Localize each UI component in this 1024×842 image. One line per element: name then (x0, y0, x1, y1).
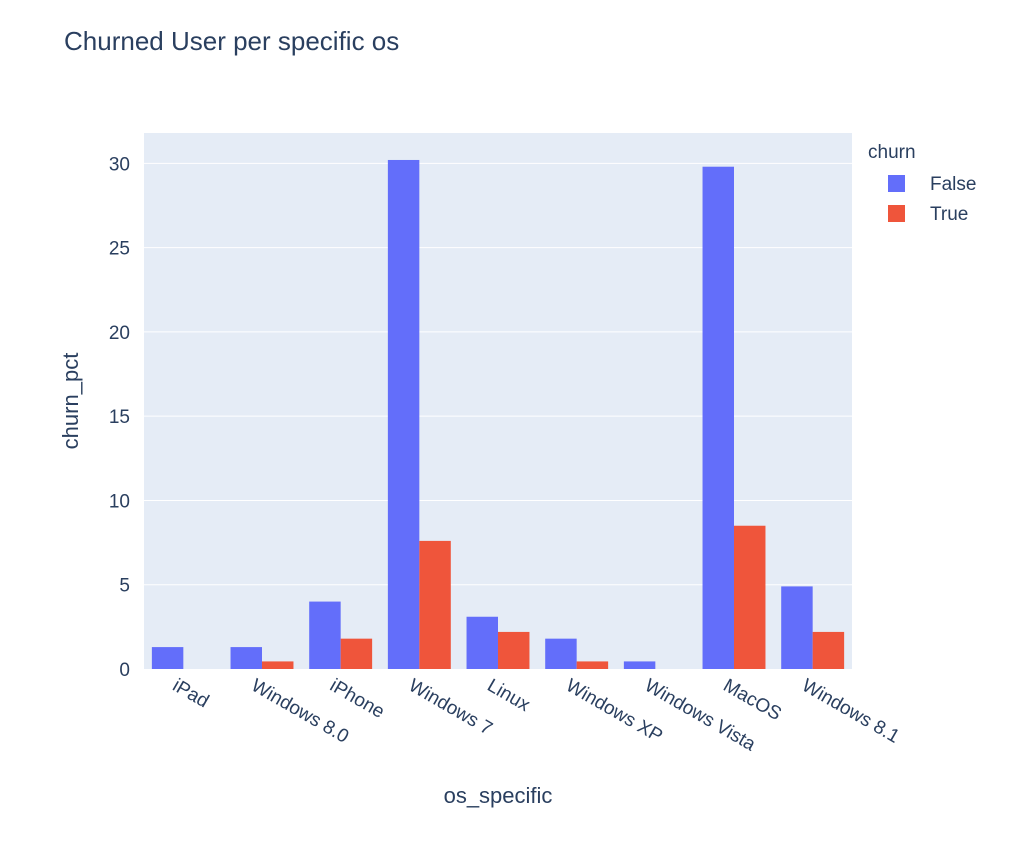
bar-true-3 (419, 540, 451, 669)
x-tick-label: iPad (169, 675, 212, 712)
x-tick-label: Windows 7 (405, 675, 496, 740)
bar-false-6 (623, 661, 656, 669)
y-tick-label: 25 (109, 239, 130, 260)
legend-swatch-true (888, 205, 905, 222)
y-tick-label: 5 (119, 576, 130, 597)
legend-item-false: False (930, 174, 976, 195)
x-tick-label: Linux (484, 675, 534, 716)
x-tick-label: MacOS (720, 675, 785, 725)
y-tick-label: 15 (109, 407, 130, 428)
y-axis-ticks: 0 5 10 15 20 25 30 (109, 154, 130, 681)
bar-true-2 (340, 638, 373, 669)
legend-title: churn (868, 142, 916, 163)
y-tick-label: 20 (109, 323, 130, 344)
bar-false-8 (781, 586, 813, 669)
x-tick-label: Windows 8.1 (798, 675, 903, 748)
bar-false-1 (230, 647, 262, 669)
bar-true-4 (498, 631, 530, 669)
bar-true-8 (812, 631, 845, 669)
bar-true-1 (262, 661, 294, 669)
x-tick-label: iPhone (326, 675, 388, 723)
legend-swatch-false (888, 175, 905, 192)
bar-false-2 (309, 601, 341, 669)
legend: churn False True (868, 142, 976, 225)
legend-item-true: True (930, 204, 968, 225)
y-tick-label: 0 (119, 660, 130, 681)
bar-false-3 (387, 159, 420, 669)
chart-title: Churned User per specific os (64, 26, 400, 56)
y-tick-label: 30 (109, 154, 130, 175)
x-axis-title: os_specific (444, 783, 553, 808)
bars (151, 159, 845, 669)
bar-false-5 (545, 638, 577, 669)
bar-true-5 (576, 661, 609, 669)
bar-false-7 (702, 166, 734, 669)
bar-true-7 (734, 525, 766, 669)
bar-false-0 (151, 647, 184, 669)
y-axis-title: churn_pct (58, 353, 83, 450)
y-tick-label: 10 (109, 491, 130, 512)
bar-false-4 (466, 616, 498, 669)
